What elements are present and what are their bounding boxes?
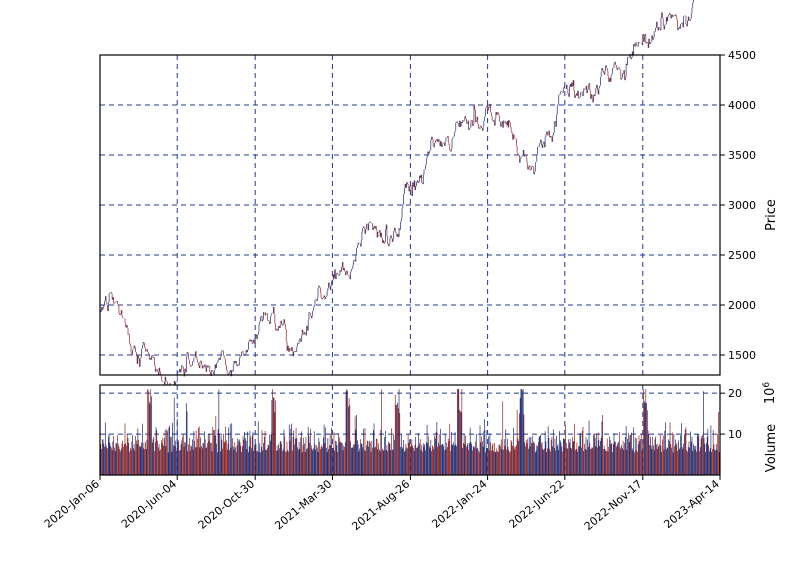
stock-chart: 1500 2000 2500 3000 3500 4000 4500 2020-Jan-06 2… — [0, 0, 800, 575]
price-tick-label: 4000 — [728, 99, 756, 112]
x-tick-label: 2020-Jan-06 — [42, 477, 102, 530]
volume-exponent-label: 106 — [762, 382, 778, 405]
chart-svg: 1500 2000 2500 3000 3500 4000 4500 2020-Jan-06 2… — [0, 0, 800, 575]
x-tick-label: 2021-Mar-30 — [272, 477, 334, 532]
price-tick-label: 2000 — [728, 299, 756, 312]
price-tick-label: 4500 — [728, 49, 756, 62]
x-tick-label: 2020-Oct-30 — [196, 477, 257, 531]
x-tick-label: 2020-Jun-04 — [119, 477, 179, 530]
price-tick-label: 1500 — [728, 349, 756, 362]
x-tick-label: 2022-Nov-17 — [582, 477, 645, 533]
price-axis-label: Price — [764, 199, 779, 231]
x-tick-label: 2023-Apr-14 — [661, 477, 721, 531]
x-tick-label: 2021-Aug-26 — [349, 477, 412, 533]
x-tick-label: 2022-Jan-24 — [429, 477, 489, 530]
volume-axis-label: Volume — [764, 424, 779, 472]
x-tick-label: 2022-Jun-22 — [506, 477, 566, 530]
price-tick-label: 2500 — [728, 249, 756, 262]
volume-tick-label: 20 — [728, 387, 742, 400]
price-tick-label: 3500 — [728, 149, 756, 162]
price-tick-label: 3000 — [728, 199, 756, 212]
volume-tick-label: 10 — [728, 428, 742, 441]
